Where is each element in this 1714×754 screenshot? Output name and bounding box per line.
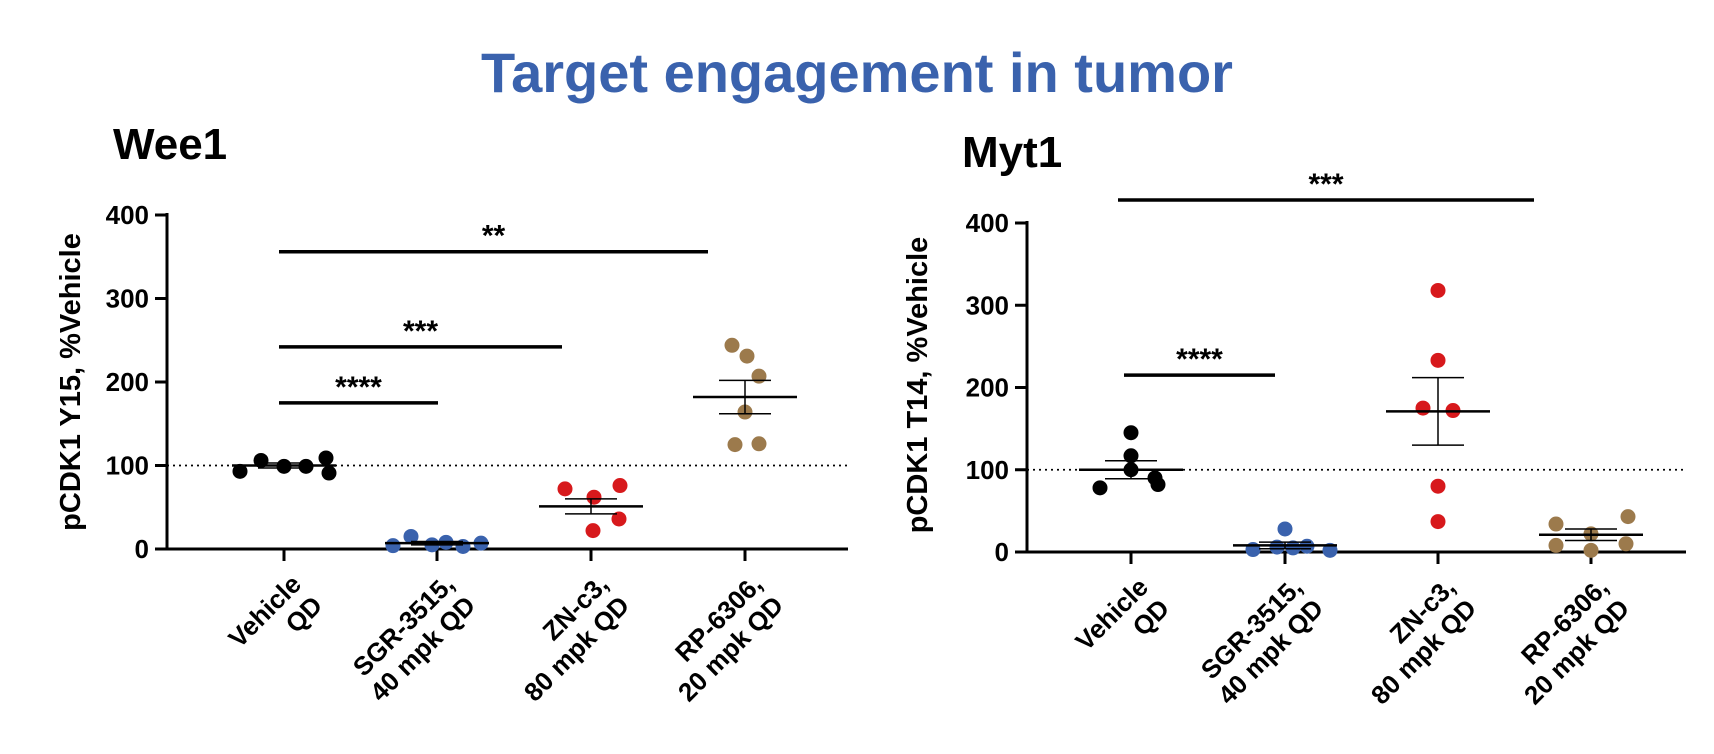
chart1-data-point — [232, 463, 248, 479]
chart1-data-point — [253, 452, 269, 468]
chart1-x-tick-label: RP-6306,20 mpk QD — [651, 569, 789, 707]
chart1-data-point — [385, 538, 401, 554]
chart2-y-axis-label: pCDK1 T14, %Vehicle — [902, 237, 934, 534]
chart2-data-point — [1430, 514, 1446, 530]
chart1-data-point — [557, 481, 573, 497]
chart2-x-tick-label: RP-6306,20 mpk QD — [1497, 572, 1635, 710]
chart2-x-tick-label: SGR-3515,40 mpk QD — [1191, 572, 1329, 710]
chart2-y-tick-label: 300 — [966, 290, 1009, 320]
chart2-x-tick-label: ZN-c3,80 mpk QD — [1344, 572, 1482, 710]
chart1-x-tick-label: SGR-3515,40 mpk QD — [343, 569, 481, 707]
chart-title-myt1: Myt1 — [962, 128, 1063, 177]
chart1-data-point — [585, 523, 601, 539]
chart2-data-point — [1277, 521, 1293, 537]
chart2-data-point — [1150, 477, 1166, 493]
chart2-y-tick-label: 0 — [995, 537, 1009, 567]
chart1-data-point — [612, 478, 628, 494]
chart2-data-point — [1548, 537, 1564, 553]
page-title: Target engagement in tumor — [481, 41, 1233, 104]
chart2-data-point — [1285, 540, 1301, 556]
chart2-data-point — [1092, 480, 1108, 496]
chart1-y-tick-label: 300 — [106, 284, 149, 314]
chart2-data-point — [1548, 516, 1564, 532]
chart1-data-point — [739, 348, 755, 364]
chart2-data-point — [1415, 400, 1431, 416]
chart2-data-point — [1430, 352, 1446, 368]
chart2-data-point — [1123, 448, 1139, 464]
chart1-y-tick-label: 0 — [135, 534, 149, 564]
chart2-data-point — [1430, 478, 1446, 494]
chart1-data-point — [751, 368, 767, 384]
chart1-data-point — [318, 450, 334, 466]
chart2-significance-label: *** — [1308, 168, 1343, 201]
chart2-data-point — [1620, 509, 1636, 525]
chart2-x-tick-label: VehicleQD — [1069, 572, 1175, 678]
chart1-data-point — [321, 465, 337, 481]
chart1-y-tick-label: 400 — [106, 200, 149, 230]
chart1-significance-label: ** — [482, 220, 506, 253]
chart1-y-tick-label: 100 — [106, 451, 149, 481]
chart1-y-tick-label: 200 — [106, 367, 149, 397]
chart2-data-point — [1269, 539, 1285, 555]
chart1-significance-label: **** — [335, 371, 382, 404]
chart1-x-tick-label: VehicleQD — [222, 569, 328, 675]
chart1-data-point — [751, 436, 767, 452]
chart-title-wee1: Wee1 — [113, 120, 228, 169]
chart2-y-tick-label: 200 — [966, 373, 1009, 403]
chart1-y-axis-label: pCDK1 Y15, %Vehicle — [55, 233, 87, 531]
chart2-data-point — [1618, 536, 1634, 552]
chart1-data-point — [403, 528, 419, 544]
chart1-x-tick-label: ZN-c3,80 mpk QD — [497, 569, 635, 707]
chart2-significance-label: **** — [1176, 343, 1223, 376]
chart1-significance-label: *** — [403, 315, 438, 348]
chart2-y-tick-label: 100 — [966, 455, 1009, 485]
chart1-data-point — [727, 437, 743, 453]
chart2-data-point — [1583, 542, 1599, 558]
chart1-data-point — [611, 511, 627, 527]
chart1-data-point — [724, 337, 740, 353]
chart2-data-point — [1123, 425, 1139, 441]
chart1-data-point — [586, 489, 602, 505]
chart2-y-tick-label: 400 — [966, 208, 1009, 238]
chart2-data-point — [1430, 282, 1446, 298]
